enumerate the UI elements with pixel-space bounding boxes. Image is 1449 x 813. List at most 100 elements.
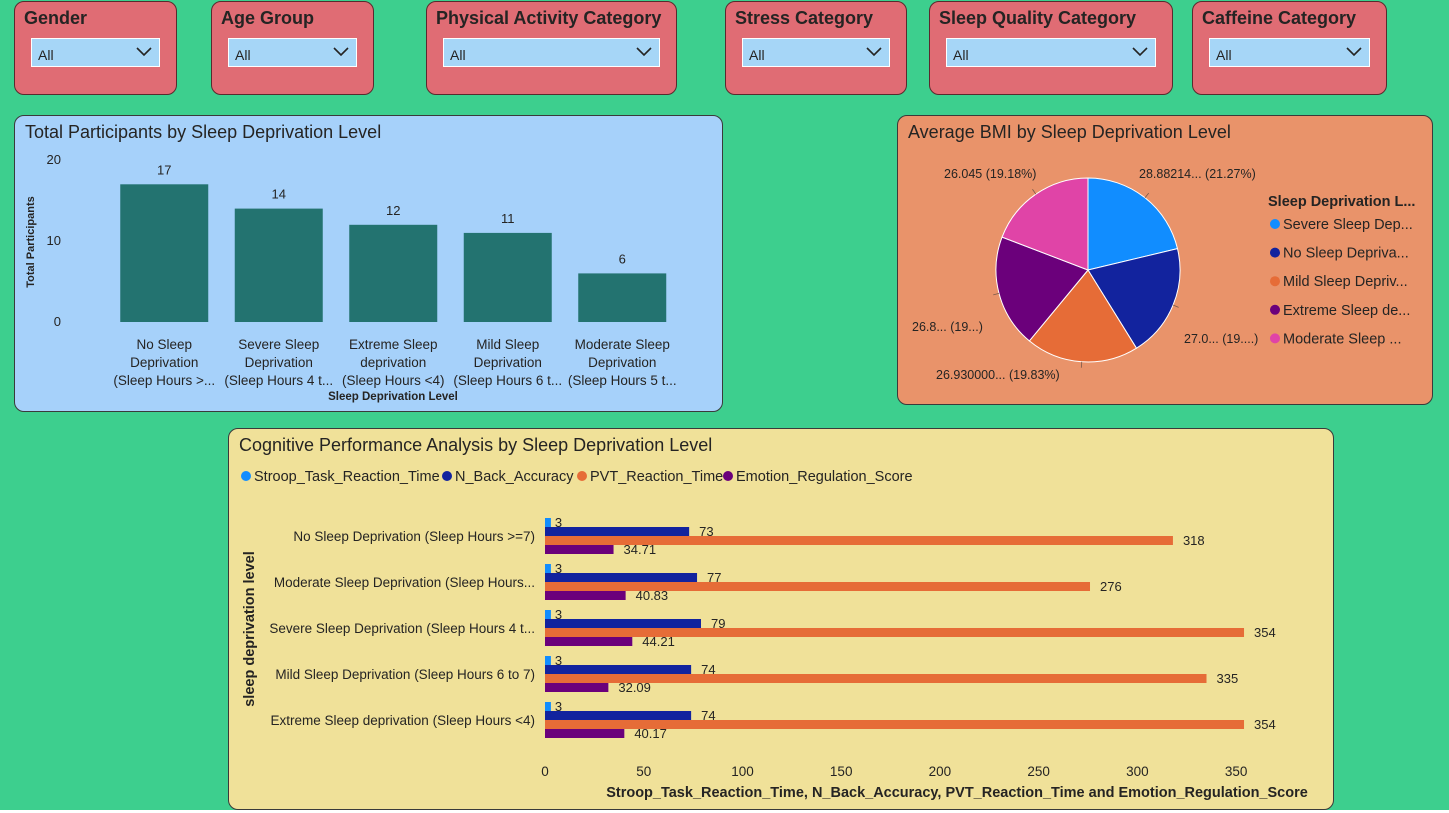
bmi-pie-chart: 28.88214... (21.27%) 27.0... (19....) 26.9… [912,167,1415,382]
x-tick-label: Deprivation [130,355,198,370]
data-label: 79 [711,616,725,631]
chart-title: Average BMI by Sleep Deprivation Level [908,122,1231,142]
legend-label: N_Back_Accuracy [455,469,574,485]
legend-marker [577,471,587,481]
legend-marker [241,471,251,481]
bar [545,656,551,665]
age-group-dropdown[interactable]: All [228,38,357,67]
legend-title: Sleep Deprivation L... [1268,194,1415,210]
x-tick-label: deprivation [360,355,426,370]
chevron-down-icon [1132,47,1148,57]
bar [545,536,1173,545]
x-tick-label: 0 [541,764,549,779]
data-label: 354 [1254,625,1276,640]
bar [545,582,1091,591]
y-tick-label: 0 [54,314,61,329]
legend-marker [1270,333,1280,344]
y-tick-label: Moderate Sleep Deprivation (Sleep Hours.… [274,575,535,590]
x-axis-label: Sleep Deprivation Level [328,391,458,403]
data-label: 12 [386,203,400,218]
data-label: 73 [699,524,713,539]
data-label: 3 [555,515,562,530]
bar [545,628,1245,637]
bar [545,518,551,527]
x-tick-label: Deprivation [245,355,313,370]
data-label: 40.83 [636,588,669,603]
legend-label: Emotion_Regulation_Score [736,469,913,485]
chevron-down-icon [866,47,882,57]
physical-activity-dropdown[interactable]: All [443,38,660,67]
bar [545,527,690,536]
x-tick-label: (Sleep Hours <4) [342,373,444,388]
slicer-sleep-quality: Sleep Quality Category All [929,1,1173,95]
bar [545,674,1207,683]
x-tick-label: (Sleep Hours >... [113,373,215,388]
bar [545,720,1245,729]
data-label: 3 [555,653,562,668]
cognitive-performance-chart-card[interactable]: Cognitive Performance Analysis by Sleep … [228,428,1334,810]
participants-chart-card[interactable]: Total Participants by Sleep Deprivation … [14,115,723,412]
y-tick-label: Severe Sleep Deprivation (Sleep Hours 4 … [269,621,535,636]
x-tick-label: 350 [1225,764,1248,779]
data-label: 354 [1254,717,1276,732]
data-label: 17 [157,162,171,177]
legend-marker [1270,219,1280,229]
data-label: 32.09 [618,680,651,695]
bar [545,573,698,582]
x-tick-label: Extreme Sleep [349,337,438,352]
bar [463,232,552,322]
legend-label: Mild Sleep Depriv... [1283,274,1408,290]
legend-marker [1270,304,1280,315]
leader-line [1144,192,1150,199]
bar [545,729,625,738]
y-axis-label: Total Participants [25,196,37,287]
bmi-pie-chart-card[interactable]: Average BMI by Sleep Deprivation Level 2… [897,115,1433,405]
x-tick-label: Moderate Sleep [575,337,670,352]
slicer-title: Age Group [221,8,314,28]
legend-label: No Sleep Deprivа... [1283,246,1409,262]
data-label: 40.17 [634,726,667,741]
slicer-gender: Gender All [14,1,177,95]
x-tick-label: (Sleep Hours 4 t... [224,373,333,388]
x-tick-label: 300 [1126,764,1149,779]
x-tick-label: (Sleep Hours 5 t... [568,373,677,388]
leader-line [1172,304,1179,308]
stress-dropdown[interactable]: All [742,38,890,67]
bar [120,184,209,322]
data-label: 74 [701,662,715,677]
slice-label: 28.88214... (21.27%) [1139,167,1256,181]
data-label: 276 [1100,579,1122,594]
bar [545,665,692,674]
y-tick-label: 20 [47,152,61,167]
data-label: 335 [1217,671,1239,686]
bar [545,637,633,646]
y-tick-label: Mild Sleep Deprivation (Sleep Hours 6 to… [275,667,535,682]
slicer-title: Sleep Quality Category [939,8,1137,28]
dropdown-value: All [1216,47,1232,63]
slice-label: 26.8... (19...) [912,320,983,334]
bar [545,619,701,628]
slicer-stress: Stress Category All [725,1,907,95]
bar [545,591,626,600]
cognitive-performance-bar-chart: Stroop_Task_Reaction_Time N_Back_Accuracy… [241,469,1308,801]
bar [234,208,323,322]
x-tick-label: Deprivation [474,355,542,370]
sleep-quality-dropdown[interactable]: All [946,38,1156,67]
chevron-down-icon [1346,47,1362,57]
data-label: 3 [555,607,562,622]
bar [545,711,692,720]
x-tick-label: (Sleep Hours 6 t... [453,373,562,388]
bar [545,610,551,619]
bar [545,683,609,692]
slicer-title: Gender [24,8,88,28]
bar [545,702,551,711]
chart-title: Total Participants by Sleep Deprivation … [25,122,382,142]
caffeine-dropdown[interactable]: All [1209,38,1370,67]
x-axis-label: Stroop_Task_Reaction_Time, N_Back_Accura… [606,785,1308,801]
slicer-physical-activity: Physical Activity Category All [426,1,677,95]
slice-label: 26.930000... (19.83%) [936,368,1060,382]
legend-marker [723,471,733,481]
y-tick-label: No Sleep Deprivation (Sleep Hours >=7) [293,529,535,544]
x-tick-label: Deprivation [588,355,656,370]
gender-dropdown[interactable]: All [31,38,160,67]
